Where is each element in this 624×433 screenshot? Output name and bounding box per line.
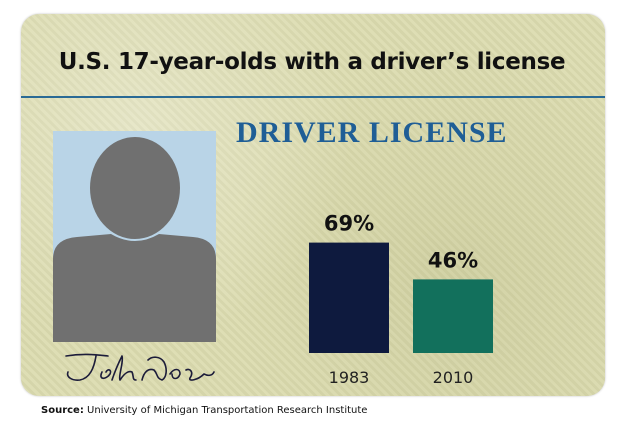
bar-2010 xyxy=(413,279,493,353)
person-silhouette-icon xyxy=(53,137,216,342)
driver-license-header: DRIVER LICENSE xyxy=(236,116,508,149)
value-label-1983: 69% xyxy=(324,212,374,236)
title-divider xyxy=(21,96,605,98)
signature-image xyxy=(65,353,215,381)
source-text: University of Michigan Transportation Re… xyxy=(87,405,368,416)
bar-1983 xyxy=(309,242,389,353)
category-label-2010: 2010 xyxy=(433,368,474,387)
category-label-1983: 1983 xyxy=(329,368,370,387)
source-label: Source: xyxy=(41,405,84,416)
photo-placeholder xyxy=(53,131,216,342)
chart-title: U.S. 17-year-olds with a driver’s licens… xyxy=(58,49,566,75)
source-note: Source: University of Michigan Transport… xyxy=(41,405,367,416)
value-label-2010: 46% xyxy=(428,248,478,272)
